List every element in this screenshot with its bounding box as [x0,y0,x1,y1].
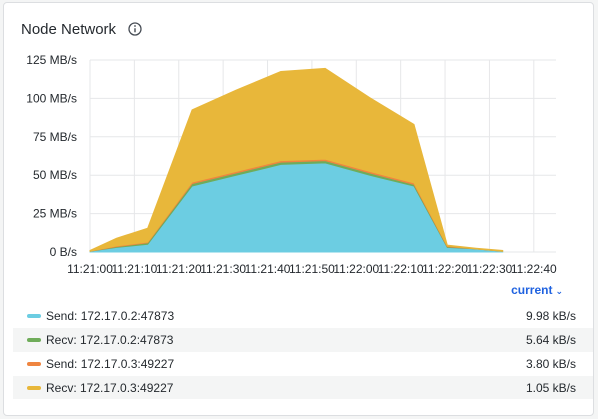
x-tick-label: 11:21:20 [156,262,202,276]
legend-row[interactable]: Recv: 172.17.0.3:49227 1.05 kB/s [13,376,593,399]
legend-color-swatch [27,362,41,366]
legend-row[interactable]: Recv: 172.17.0.2:47873 5.64 kB/s [13,328,593,352]
x-tick-label: 11:22:20 [422,262,468,276]
x-tick-label: 11:21:30 [200,262,246,276]
info-circle-icon[interactable] [128,22,142,36]
legend-row[interactable]: Send: 172.17.0.2:47873 9.98 kB/s [13,304,593,328]
network-area-chart[interactable]: 0 B/s 25 MB/s 50 MB/s 75 MB/s 100 MB/s 125 MB… [4,3,594,278]
series-area-4 [89,67,504,252]
x-tick-label: 11:21:10 [111,262,157,276]
legend-header: current ⌄ [4,283,563,297]
legend-color-swatch [27,314,41,318]
chart-areas [89,67,504,253]
legend-list: Send: 172.17.0.2:47873 9.98 kB/s Recv: 172… [13,304,593,399]
legend-color-swatch [27,338,41,342]
legend-series-label[interactable]: Recv: 172.17.0.3:49227 [46,381,174,395]
y-tick-label: 50 MB/s [33,168,77,182]
y-tick-label: 25 MB/s [33,207,77,221]
x-tick-label: 11:21:50 [289,262,335,276]
legend-current-value: 9.98 kB/s [525,309,576,323]
y-axis: 0 B/s 25 MB/s 50 MB/s 75 MB/s 100 MB/s 125 MB… [26,53,77,259]
panel-title: Node Network [21,20,117,38]
chevron-down-icon: ⌄ [555,286,563,296]
y-tick-label: 75 MB/s [33,130,77,144]
y-tick-label: 100 MB/s [26,91,77,105]
legend-current-value: 1.05 kB/s [525,381,576,395]
legend-series-label[interactable]: Recv: 172.17.0.2:47873 [46,333,174,347]
x-tick-label: 11:21:40 [245,262,291,276]
x-tick-label: 11:22:10 [378,262,424,276]
x-tick-label: 11:22:40 [511,262,557,276]
legend-series-label[interactable]: Send: 172.17.0.3:49227 [46,357,175,371]
x-tick-label: 11:22:30 [467,262,513,276]
x-tick-label: 11:22:00 [333,262,379,276]
y-tick-label: 125 MB/s [26,53,77,67]
legend-row[interactable]: Send: 172.17.0.3:49227 3.80 kB/s [13,352,593,376]
legend-sort-label: current [511,283,553,297]
y-tick-label: 0 B/s [50,245,77,259]
panel-header: Node Network [21,18,142,40]
x-tick-label: 11:21:00 [67,262,113,276]
legend-current-value: 5.64 kB/s [525,333,576,347]
node-network-panel: Node Network 0 B/s 25 MB/s 50 MB/s 75 MB/s 1… [3,2,594,416]
legend-series-label[interactable]: Send: 172.17.0.2:47873 [46,309,175,323]
legend-color-swatch [27,386,41,390]
legend-current-value: 3.80 kB/s [525,357,576,371]
x-axis: 11:21:0011:21:1011:21:2011:21:3011:21:40… [67,262,557,276]
legend-sort-button[interactable]: current ⌄ [511,283,563,297]
